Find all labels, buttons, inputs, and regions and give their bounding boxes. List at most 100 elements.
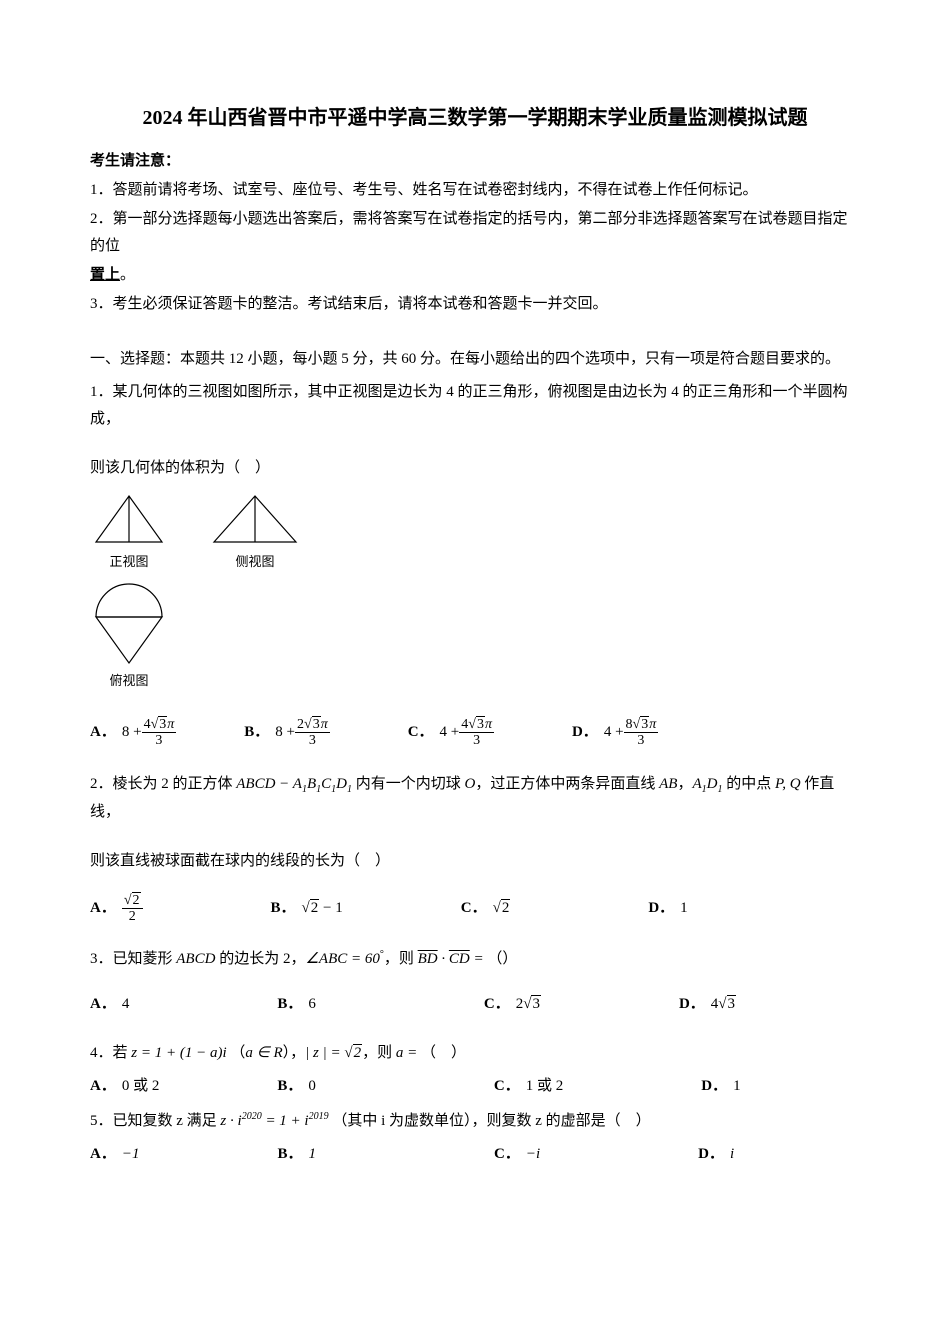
q1-b-num: 23π <box>295 717 330 733</box>
q3-bdcd: BD · CD = <box>418 951 488 967</box>
triangle-icon <box>90 492 168 548</box>
notice-line-2b-wrap: 置上。 <box>90 262 860 289</box>
q5-line1: 5．已知复数 z 满足 z · i2020 = 1 + i2019 （其中 i … <box>90 1108 860 1135</box>
q5-opt-c: C． −i <box>494 1141 540 1168</box>
q3-b-val: 6 <box>308 991 316 1018</box>
notice-line-1: 1．答题前请将考场、试室号、座位号、考生号、姓名写在试卷密封线内，不得在试卷上作… <box>90 177 860 204</box>
q1-side-label: 侧视图 <box>235 550 274 573</box>
q1-d-frac: 83π 3 <box>624 717 659 749</box>
q4-opt-b: B． 0 <box>277 1073 316 1100</box>
q2-options: A． 2 2 B． 2 − 1 C． 2 D． 1 <box>90 893 860 925</box>
question-2: 2．棱长为 2 的正方体 ABCD − A1B1C1D1 内有一个内切球 O，过… <box>90 771 860 925</box>
q2-d-val: 1 <box>680 895 688 922</box>
q3-a-val: 4 <box>122 991 130 1018</box>
opt-label-b2: B． <box>271 895 296 922</box>
q4-a-val: 0 或 2 <box>122 1073 160 1100</box>
opt-label-d5: D． <box>698 1141 724 1168</box>
q3-d-val: 43 <box>711 991 736 1018</box>
q5-c-val: −i <box>526 1141 540 1168</box>
q3-opt-b: B． 6 <box>277 991 316 1018</box>
q2-b-val: 2 − 1 <box>302 895 343 922</box>
q5-l1a: 5．已知复数 z 满足 <box>90 1113 220 1129</box>
q1-diagram-row2: 俯视图 <box>90 579 860 692</box>
q2-o: O <box>465 776 476 792</box>
q5-d-val: i <box>730 1141 734 1168</box>
opt-label-b5: B． <box>277 1141 302 1168</box>
opt-label-c5: C． <box>494 1141 520 1168</box>
q1-options: A． 8 + 43π 3 B． 8 + 23π 3 C． 4 + 43π 3 D… <box>90 717 860 749</box>
section-1-intro: 一、选择题：本题共 12 小题，每小题 5 分，共 60 分。在每小题给出的四个… <box>90 346 860 373</box>
opt-label-a2: A． <box>90 895 116 922</box>
opt-label-b: B． <box>244 719 269 746</box>
q4-opt-c: C． 1 或 2 <box>494 1073 563 1100</box>
q1-front-label: 正视图 <box>109 550 148 573</box>
q3-c-val: 23 <box>516 991 541 1018</box>
q2-ab: AB <box>659 776 677 792</box>
q1-line1: 1．某几何体的三视图如图所示，其中正视图是边长为 4 的正三角形，俯视图是由边长… <box>90 379 860 433</box>
q3-line1: 3．已知菱形 ABCD 的边长为 2，∠ABC = 60°，则 BD · CD … <box>90 946 860 973</box>
opt-label-d4: D． <box>701 1073 727 1100</box>
q3-opt-c: C． 23 <box>484 991 541 1018</box>
q1-line2: 则该几何体的体积为（ ） <box>90 455 860 482</box>
opt-label-c4: C． <box>494 1073 520 1100</box>
opt-label-a3: A． <box>90 991 116 1018</box>
opt-label-d3: D． <box>679 991 705 1018</box>
q2-line1: 2．棱长为 2 的正方体 ABCD − A1B1C1D1 内有一个内切球 O，过… <box>90 771 860 826</box>
q5-a-val: −1 <box>122 1141 140 1168</box>
q1-side-view: 侧视图 <box>208 492 302 573</box>
q3-opt-d: D． 43 <box>679 991 736 1018</box>
q1-b-den: 3 <box>295 733 330 748</box>
q2-l1a: 2．棱长为 2 的正方体 <box>90 776 236 792</box>
notice-line-2b: 置上 <box>90 267 120 283</box>
q2-line2: 则该直线被球面截在球内的线段的长为（ ） <box>90 848 860 875</box>
q1-opt-c: C． 4 + 43π 3 <box>408 717 494 749</box>
q4-b-val: 0 <box>308 1073 316 1100</box>
q2-opt-d: D． 1 <box>648 893 687 925</box>
q1-a-prefix: 8 + <box>122 719 142 746</box>
q3-abcd: ABCD <box>176 951 215 967</box>
q4-l1e: （ ） <box>421 1045 466 1061</box>
q4-l1d: ，则 <box>362 1045 396 1061</box>
q4-modz: | z | = 2 <box>305 1045 362 1061</box>
question-1: 1．某几何体的三视图如图所示，其中正视图是边长为 4 的正三角形，俯视图是由边长… <box>90 379 860 749</box>
q4-aeq: a = <box>396 1045 421 1061</box>
q1-top-label: 俯视图 <box>109 669 148 692</box>
q4-l1a: 4．若 <box>90 1045 131 1061</box>
q4-line1: 4．若 z = 1 + (1 − a)i （a ∈ R），| z | = 2，则… <box>90 1040 860 1067</box>
q1-front-view: 正视图 <box>90 492 168 573</box>
q2-opt-c: C． 2 <box>461 893 511 925</box>
q3-opt-a: A． 4 <box>90 991 129 1018</box>
q4-c-val: 1 或 2 <box>526 1073 564 1100</box>
notice-line-2c: 。 <box>120 267 135 283</box>
q2-l1b: 内有一个内切球 <box>352 776 465 792</box>
q1-a-frac: 43π 3 <box>142 717 177 749</box>
q2-cube: ABCD − A1B1C1D1 <box>236 776 352 792</box>
semicircle-triangle-icon <box>90 579 168 667</box>
exam-title: 2024 年山西省晋中市平遥中学高三数学第一学期期末学业质量监测模拟试题 <box>90 100 860 136</box>
q5-expr: z · i2020 = 1 + i2019 <box>220 1113 328 1129</box>
opt-label-c: C． <box>408 719 434 746</box>
opt-label-a4: A． <box>90 1073 116 1100</box>
opt-label-d: D． <box>572 719 598 746</box>
q2-ad1: A1D1 <box>692 776 722 792</box>
q1-c-frac: 43π 3 <box>459 717 494 749</box>
q5-opt-d: D． i <box>698 1141 734 1168</box>
notice-header: 考生请注意： <box>90 148 860 175</box>
notice-line-3: 3．考生必须保证答题卡的整洁。考试结束后，请将本试卷和答题卡一并交回。 <box>90 291 860 318</box>
q1-d-num: 83π <box>624 717 659 733</box>
q2-opt-a: A． 2 2 <box>90 893 143 925</box>
opt-label-a5: A． <box>90 1141 116 1168</box>
q1-b-prefix: 8 + <box>275 719 295 746</box>
q3-angle: ∠ABC = 60 <box>305 951 379 967</box>
opt-label-b4: B． <box>277 1073 302 1100</box>
q5-b-val: 1 <box>308 1141 316 1168</box>
q1-opt-b: B． 8 + 23π 3 <box>244 717 329 749</box>
q4-l1c: ）， <box>283 1045 306 1061</box>
opt-label-d2: D． <box>648 895 674 922</box>
q1-d-prefix: 4 + <box>604 719 624 746</box>
q1-a-num: 43π <box>142 717 177 733</box>
q4-opt-d: D． 1 <box>701 1073 740 1100</box>
q1-c-prefix: 4 + <box>440 719 460 746</box>
opt-label-c2: C． <box>461 895 487 922</box>
q4-z: z = 1 + (1 − a)i <box>131 1045 226 1061</box>
